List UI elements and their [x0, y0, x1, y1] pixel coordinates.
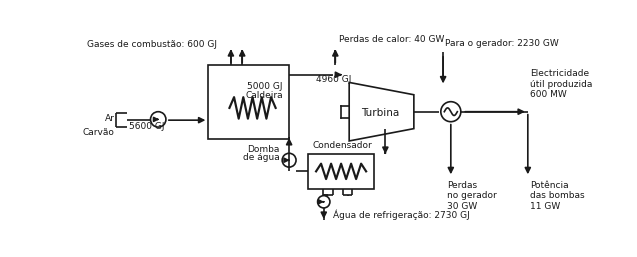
Bar: [308, 154, 374, 189]
Text: Perdas de calor: 40 GW: Perdas de calor: 40 GW: [339, 35, 445, 44]
Text: Carvão: Carvão: [82, 128, 114, 137]
Text: 4960 GJ: 4960 GJ: [316, 75, 352, 84]
Text: Electricidade
útil produzida
600 MW: Electricidade útil produzida 600 MW: [530, 69, 592, 99]
Text: 5600 GJ: 5600 GJ: [129, 123, 164, 132]
Text: Condensador: Condensador: [312, 141, 372, 150]
Text: Perdas
no gerador
30 GW: Perdas no gerador 30 GW: [447, 181, 497, 211]
Bar: [208, 66, 289, 139]
Text: Gases de combustão: 600 GJ: Gases de combustão: 600 GJ: [87, 40, 217, 49]
Text: Para o gerador: 2230 GW: Para o gerador: 2230 GW: [445, 39, 559, 48]
Text: Turbina: Turbina: [361, 108, 399, 118]
Text: Caldeira: Caldeira: [245, 91, 283, 100]
Text: Domba: Domba: [248, 145, 280, 154]
Text: de água: de água: [243, 152, 280, 161]
Text: 5000 GJ: 5000 GJ: [247, 82, 283, 91]
Text: Ar: Ar: [104, 114, 114, 123]
Text: Água de refrigeração: 2730 GJ: Água de refrigeração: 2730 GJ: [333, 210, 469, 220]
Text: Potência
das bombas
11 GW: Potência das bombas 11 GW: [530, 181, 585, 211]
